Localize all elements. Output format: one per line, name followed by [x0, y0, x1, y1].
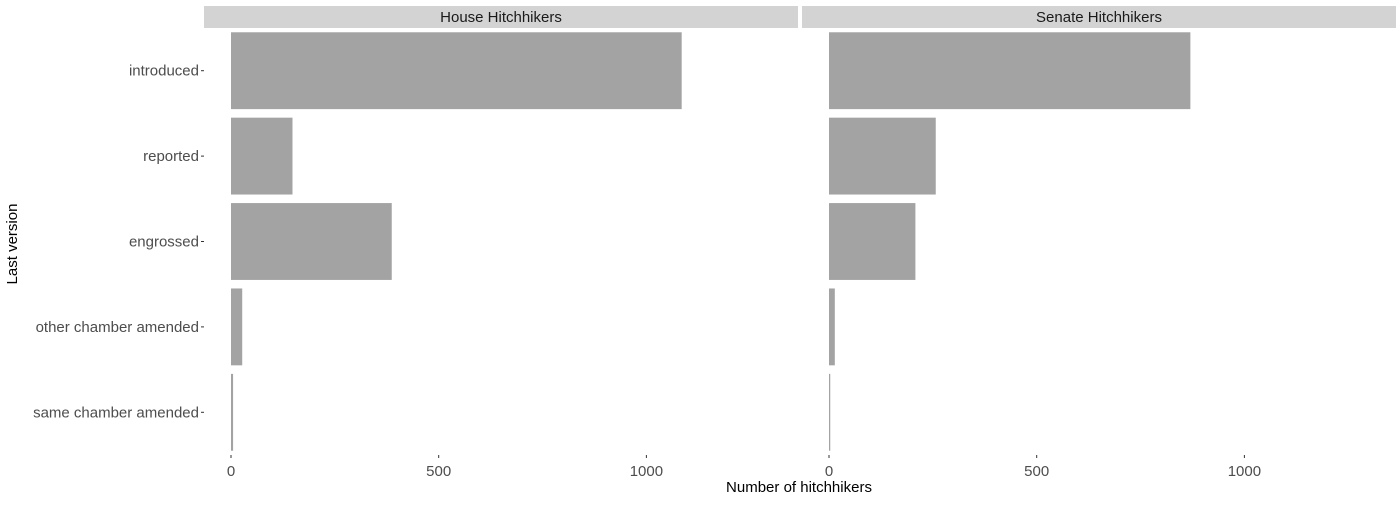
facet-strip — [802, 6, 1396, 28]
facet-strip — [204, 6, 798, 28]
facet-panel-1: House Hitchhikers 0 500 1000 — [204, 6, 798, 480]
y-axis: introduced reported engrossed other chamber… — [33, 63, 204, 421]
x-tick-label: 500 — [1024, 463, 1049, 480]
x-tick-label: 0 — [227, 463, 235, 480]
bar-same-chamber-amended — [231, 373, 234, 451]
x-tick-label: 1000 — [1228, 463, 1261, 480]
x-tick-label: 1000 — [630, 463, 663, 480]
bar-same-chamber-amended — [829, 373, 831, 451]
bar-engrossed — [231, 203, 392, 280]
facet-strip-title: Senate Hitchhikers — [1036, 9, 1162, 26]
bar-reported — [231, 117, 293, 195]
y-tick-label: reported — [143, 148, 199, 165]
y-tick-label: other chamber amended — [36, 319, 199, 336]
facet-panel-2: Senate Hitchhikers 0 500 1000 — [802, 6, 1396, 480]
x-tick-label: 500 — [426, 463, 451, 480]
facet-strip-title: House Hitchhikers — [440, 9, 562, 26]
bar-engrossed — [829, 203, 916, 280]
bar-introduced — [231, 32, 682, 110]
bar-reported — [829, 117, 936, 195]
bar-introduced — [829, 32, 1191, 110]
x-tick-label: 0 — [825, 463, 833, 480]
y-axis-title: Last version — [4, 204, 21, 285]
bar-other-chamber-amended — [231, 288, 243, 366]
y-tick-label: introduced — [129, 63, 199, 80]
bar-other-chamber-amended — [829, 288, 835, 366]
y-tick-label: engrossed — [129, 234, 199, 251]
y-tick-label: same chamber amended — [33, 404, 199, 421]
x-axis-title: Number of hitchhikers — [726, 479, 872, 496]
